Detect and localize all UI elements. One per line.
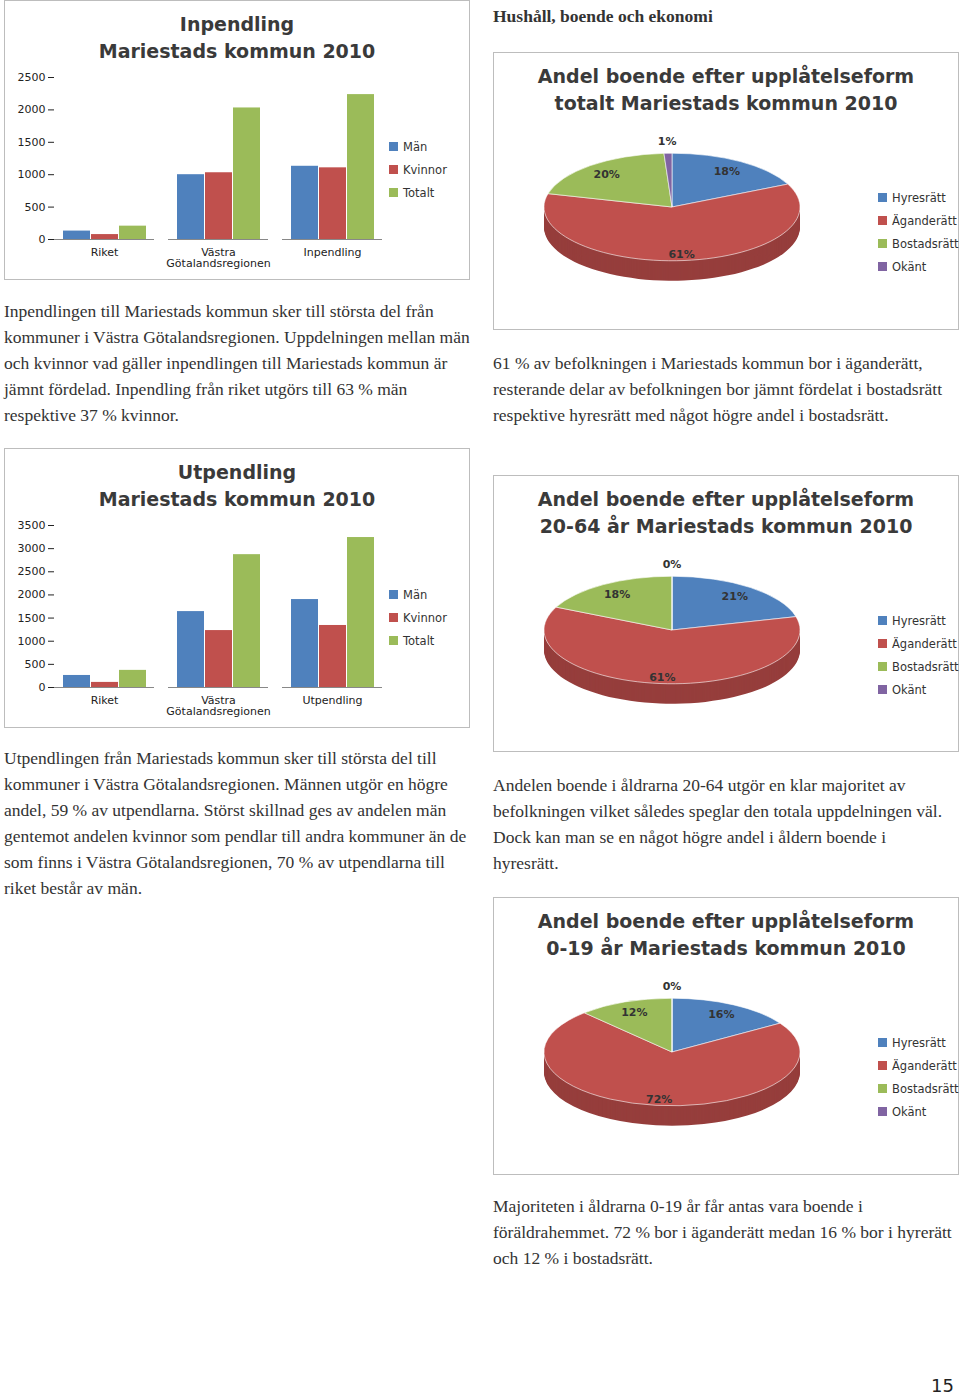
html-text:Kvinnor: Kvinnor	[403, 162, 447, 177]
html-text:Totalt: Totalt	[403, 633, 435, 648]
svg-text:VästraGötalandsregionen: VästraGötalandsregionen	[166, 694, 270, 718]
html-text:Bostadsrätt: Bostadsrätt	[892, 236, 959, 251]
svg-text:1%: 1%	[658, 135, 677, 148]
svg-text:0: 0	[39, 233, 46, 246]
html-text:15: 15	[931, 1375, 954, 1396]
svg-text:0: 0	[39, 681, 46, 694]
svg-text:18%: 18%	[604, 588, 630, 601]
svg-text:12%: 12%	[621, 1006, 647, 1019]
svg-text:18%: 18%	[714, 165, 740, 178]
html-text:Majoriteten i åldrarna 0-19 år: Majoriteten i åldrarna 0-19 år får antas…	[493, 1196, 952, 1268]
html-text:0-19 år Mariestads kommun 2010: 0-19 år Mariestads kommun 2010	[546, 937, 906, 959]
html-text:Män: Män	[403, 139, 428, 154]
svg-text:1500: 1500	[18, 612, 46, 625]
html-text:Hyresrätt: Hyresrätt	[892, 1035, 946, 1050]
html-text:Äganderätt: Äganderätt	[892, 1058, 957, 1073]
svg-text:Utpendling: Utpendling	[302, 694, 362, 707]
html-text:totalt Mariestads kommun 2010: totalt Mariestads kommun 2010	[554, 92, 898, 114]
html-text:Andelen boende i åldrarna 20-6: Andelen boende i åldrarna 20-64 utgör en…	[493, 775, 942, 873]
svg-text:20%: 20%	[594, 168, 620, 181]
html-text:61 % av befolkningen i Mariest: 61 % av befolkningen i Mariestads kommun…	[493, 353, 942, 425]
svg-text:72%: 72%	[646, 1093, 672, 1106]
svg-text:1000: 1000	[18, 635, 46, 648]
html-text:Mariestads kommun 2010: Mariestads kommun 2010	[98, 488, 376, 510]
html-text:Okänt: Okänt	[892, 682, 927, 697]
html-text:Kvinnor: Kvinnor	[403, 610, 447, 625]
svg-text:2000: 2000	[18, 588, 46, 601]
svg-text:61%: 61%	[668, 248, 694, 261]
html-text:Okänt: Okänt	[892, 1104, 927, 1119]
svg-text:500: 500	[25, 201, 46, 214]
svg-text:Riket: Riket	[91, 246, 119, 259]
svg-text:1000: 1000	[18, 168, 46, 181]
html-text:20-64 år Mariestads kommun 201: 20-64 år Mariestads kommun 2010	[539, 515, 913, 537]
html-text:Inpendling: Inpendling	[179, 13, 295, 35]
svg-text:Inpendling: Inpendling	[304, 246, 362, 259]
svg-text:Riket: Riket	[91, 694, 119, 707]
svg-text:3500: 3500	[18, 519, 46, 532]
html-text:Hyresrätt: Hyresrätt	[892, 613, 946, 628]
svg-text:16%: 16%	[708, 1008, 734, 1021]
html-text:Mariestads kommun 2010: Mariestads kommun 2010	[98, 40, 376, 62]
html-text:Okänt: Okänt	[892, 259, 927, 274]
svg-text:500: 500	[25, 658, 46, 671]
html-text:Äganderätt: Äganderätt	[892, 636, 957, 651]
svg-text:21%: 21%	[722, 590, 748, 603]
svg-text:2500: 2500	[18, 565, 46, 578]
html-text:Hushåll, boende och ekonomi: Hushåll, boende och ekonomi	[493, 6, 713, 26]
html-text:Inpendlingen till Mariestads k: Inpendlingen till Mariestads kommun sker…	[4, 301, 470, 425]
html-text:Hyresrätt: Hyresrätt	[892, 190, 946, 205]
svg-text:0%: 0%	[663, 558, 682, 571]
html-text:Andel boende efter upplåtelsef: Andel boende efter upplåtelseform	[537, 488, 915, 510]
svg-text:VästraGötalandsregionen: VästraGötalandsregionen	[166, 246, 270, 270]
svg-text:3000: 3000	[18, 542, 46, 555]
html-text:Utpendling: Utpendling	[177, 461, 297, 483]
svg-text:61%: 61%	[649, 671, 675, 684]
svg-text:2500: 2500	[18, 71, 46, 84]
html-text:Äganderätt: Äganderätt	[892, 213, 957, 228]
html-text:Totalt: Totalt	[403, 185, 435, 200]
html-text:Andel boende efter upplåtelsef: Andel boende efter upplåtelseform	[537, 910, 915, 932]
svg-text:1500: 1500	[18, 136, 46, 149]
html-text:Andel boende efter upplåtelsef: Andel boende efter upplåtelseform	[537, 65, 915, 87]
svg-text:2000: 2000	[18, 103, 46, 116]
html-text:Bostadsrätt: Bostadsrätt	[892, 659, 959, 674]
html-text:Män: Män	[403, 587, 428, 602]
html-text:Utpendlingen från Mariestads k: Utpendlingen från Mariestads kommun sker…	[4, 748, 467, 898]
svg-text:0%: 0%	[663, 980, 682, 993]
html-text:Bostadsrätt: Bostadsrätt	[892, 1081, 959, 1096]
